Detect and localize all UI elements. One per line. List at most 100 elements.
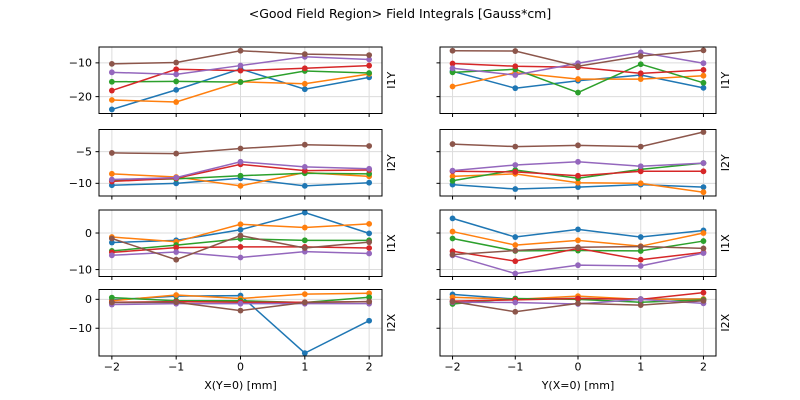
x-tick-label: −2: [104, 361, 120, 374]
subplot-i1y-right: I1Y: [436, 46, 732, 117]
series-purple-marker: [108, 176, 115, 183]
series-orange-marker: [575, 237, 581, 244]
series-blue-marker: [575, 184, 581, 191]
series-blue-marker: [512, 186, 519, 192]
tick-marks: [436, 232, 704, 280]
series-brown-marker: [449, 141, 456, 147]
series-brown-marker: [366, 52, 373, 59]
series-brown-marker: [575, 244, 581, 251]
series-orange-marker: [173, 292, 180, 298]
series-purple-marker: [575, 158, 581, 165]
series-orange-marker: [449, 173, 456, 180]
series-brown-marker: [108, 235, 115, 242]
series-blue-marker: [237, 226, 244, 233]
series-brown-marker: [512, 143, 519, 150]
series-brown-marker: [173, 59, 180, 66]
series-green-marker: [237, 172, 244, 179]
series-brown-marker: [449, 251, 456, 258]
series-brown-marker: [366, 298, 373, 305]
series-orange-marker: [366, 220, 373, 227]
series-brown-marker: [637, 243, 644, 250]
series-blue-marker: [700, 84, 707, 91]
gridlines: [99, 210, 382, 277]
series-brown-marker: [637, 302, 644, 309]
tick-marks: [95, 298, 370, 360]
row-label-i2y-left: I2Y: [385, 154, 398, 171]
tick-marks: [436, 151, 704, 200]
series-blue-marker: [301, 209, 308, 216]
series-red-marker: [512, 169, 519, 175]
series-blue-marker: [366, 317, 373, 324]
series-brown-marker: [173, 299, 180, 306]
series-brown: [449, 297, 707, 315]
subplot-i1y-left: −20 −10 I1Y: [69, 46, 398, 117]
series-purple-marker: [173, 249, 180, 255]
series-orange: [449, 170, 707, 196]
series-orange-marker: [449, 83, 456, 90]
series-orange-marker: [449, 228, 456, 235]
series-red-marker: [449, 60, 456, 67]
series-orange-marker: [700, 230, 707, 236]
x-tick-label: −1: [507, 361, 523, 374]
series-brown-marker: [301, 245, 308, 251]
series-brown: [108, 141, 373, 157]
series-brown-marker: [366, 143, 373, 149]
series-brown: [449, 47, 707, 70]
series-purple-marker: [237, 62, 244, 69]
series-red-marker: [366, 245, 373, 251]
series-red-marker: [512, 258, 519, 265]
series-red-marker: [637, 168, 644, 175]
series-red-marker: [575, 172, 581, 179]
series-red-marker: [108, 87, 115, 94]
series-green-marker: [449, 177, 456, 184]
series-green-marker: [700, 238, 707, 244]
series-brown-marker: [700, 245, 707, 252]
tick-marks: [95, 62, 370, 117]
series-green-marker: [237, 79, 244, 86]
y-tick-label: −10: [69, 57, 92, 70]
series-purple-marker: [301, 163, 308, 170]
series-purple-marker: [637, 263, 644, 269]
series-green-marker: [700, 79, 707, 86]
series-orange-marker: [366, 290, 373, 297]
y-tick-label: −20: [69, 90, 92, 103]
series-brown-marker: [237, 47, 244, 54]
series-red-marker: [173, 244, 180, 251]
series-brown-marker: [173, 256, 180, 263]
subplot-i2y-right: I2Y: [436, 129, 732, 200]
series-purple-marker: [237, 254, 244, 261]
row-label-i2x-right: I2X: [719, 313, 732, 331]
series-purple-marker: [512, 72, 519, 78]
row-label-i2y-right: I2Y: [719, 154, 732, 171]
x-tick-label: 2: [700, 361, 707, 374]
series-brown-marker: [449, 298, 456, 305]
x-axis-label-right-column: Y(X=0) [mm]: [541, 379, 615, 392]
tick-marks: [95, 232, 370, 280]
series-brown: [108, 298, 373, 314]
series-purple-marker: [237, 158, 244, 165]
subplot-i2x-right: −2 −1 0 1 2 I2X: [436, 289, 732, 374]
series-blue-marker: [173, 86, 180, 93]
series-red-marker: [700, 168, 707, 175]
series-blue-marker: [301, 350, 308, 357]
series-purple-marker: [637, 163, 644, 170]
series-brown-marker: [575, 142, 581, 149]
y-tick-label: −10: [69, 263, 92, 276]
series-purple-marker: [366, 56, 373, 63]
series-brown: [449, 243, 707, 258]
series-brown-marker: [173, 150, 180, 157]
series-purple-marker: [512, 270, 519, 277]
series-brown-marker: [512, 308, 519, 315]
series-brown-marker: [301, 299, 308, 306]
series-orange-marker: [237, 221, 244, 228]
series-blue-marker: [301, 86, 308, 93]
series-blue-marker: [366, 179, 373, 186]
row-label-i1x-left: I1X: [385, 234, 398, 252]
series-orange-marker: [301, 224, 308, 231]
series-brown-marker: [301, 141, 308, 148]
series-blue: [449, 215, 707, 240]
x-axis-label-left-column: X(Y=0) [mm]: [204, 379, 277, 392]
series-green-marker: [637, 61, 644, 68]
